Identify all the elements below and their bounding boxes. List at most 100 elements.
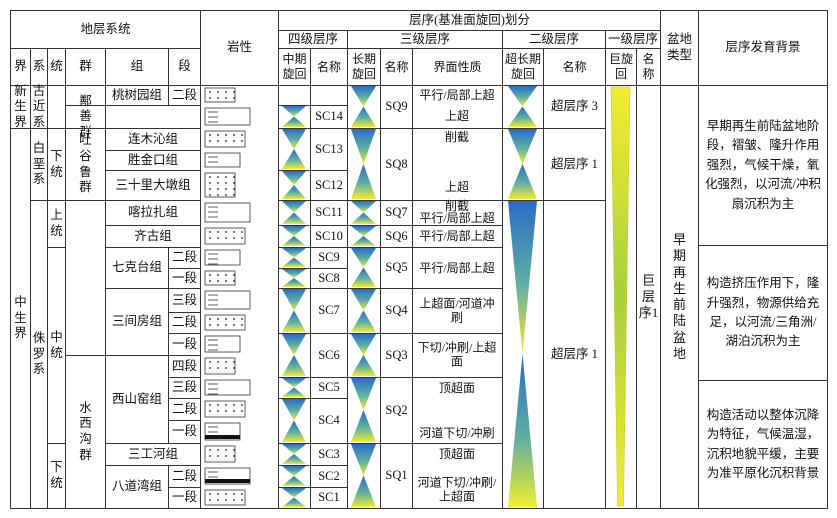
cycle-shape <box>282 488 306 498</box>
lithology-dot <box>233 188 235 190</box>
lithology-bed <box>204 130 246 148</box>
cycle-shape <box>351 212 376 224</box>
lithology-dot <box>241 134 243 136</box>
background-cell: 构造活动以整体沉降为特征，气候温湿，沉积地貌平缓，主要为准平原化沉积背景 <box>698 380 828 509</box>
cycle-shape <box>351 86 376 107</box>
cycle-shape <box>282 378 306 388</box>
cycle-shape <box>282 387 306 397</box>
lithology-bed <box>204 314 246 331</box>
cycle-shape <box>351 106 376 127</box>
cycle-shape <box>282 310 306 332</box>
lithology-dot <box>233 134 235 136</box>
lithology-dot <box>217 194 219 196</box>
lithology-dot <box>241 318 243 320</box>
lithology-dot <box>233 274 235 276</box>
lithology-dot <box>233 280 235 282</box>
cycle-shape <box>282 201 306 213</box>
lithology-dot <box>225 499 227 501</box>
lithology-bed <box>204 227 246 245</box>
lithology-bed <box>204 379 251 396</box>
lithology-dot <box>209 493 211 495</box>
lithology-dot <box>209 404 211 406</box>
lithology-dot <box>209 91 211 93</box>
cycle-shape <box>351 378 376 410</box>
cycle-shape <box>351 129 376 164</box>
lithology-dot <box>209 280 211 282</box>
lithology-dot <box>209 274 211 276</box>
lithology-dot <box>209 97 211 99</box>
lithology-dot <box>217 140 219 142</box>
cycle-shape <box>282 116 306 127</box>
lithology-dot <box>225 361 227 363</box>
lithology-dot <box>241 237 243 239</box>
interface-label: 上超 <box>444 108 469 123</box>
lithology-dot <box>209 324 211 326</box>
cycle-shape <box>282 444 306 454</box>
lithology-dot <box>209 361 211 363</box>
cycle-shape <box>508 201 537 354</box>
cycle-shape <box>282 476 306 486</box>
lithology-dot <box>217 361 219 363</box>
lithology-bed <box>204 357 236 375</box>
lithology-dot <box>233 97 235 99</box>
cycle-shape <box>282 185 306 199</box>
lithology-bed <box>204 202 251 223</box>
lithology-dot <box>233 324 235 326</box>
lithology-dot <box>217 404 219 406</box>
lithology-dot <box>233 499 235 501</box>
cycle-shape <box>351 236 376 246</box>
lithology-dot <box>233 410 235 412</box>
lithology-dot <box>217 237 219 239</box>
lithology-dot <box>225 134 227 136</box>
cycle-shape <box>282 226 306 236</box>
interface-label: 平行/局部上超 <box>419 210 495 225</box>
lithology-dot <box>233 91 235 93</box>
interface-label: 顶超面 <box>438 446 475 461</box>
lithology-dot <box>233 318 235 320</box>
interface-label: 上超面/河道冲刷 <box>419 296 495 325</box>
cycle-shape <box>610 86 631 507</box>
lithology-dot <box>217 176 219 178</box>
cycle-shape <box>351 410 376 442</box>
interface-label: 平行/局部上超 <box>419 260 495 275</box>
lithology-dot <box>217 134 219 136</box>
cycle-shape <box>508 106 537 127</box>
lithology-dot <box>241 231 243 233</box>
lithology-dot <box>225 97 227 99</box>
lithology-dot <box>225 91 227 93</box>
cycle-shape <box>282 149 306 169</box>
lithology-dot <box>209 410 211 412</box>
lithology-dot <box>225 231 227 233</box>
lithology-dot <box>225 280 227 282</box>
header-cell: 长期旋回 <box>347 48 381 86</box>
lithology-dot <box>209 188 211 190</box>
lithology-dot <box>209 318 211 320</box>
lithology-dot <box>225 140 227 142</box>
lithology-dot <box>233 237 235 239</box>
lithology-dot <box>233 493 235 495</box>
lithology-dot <box>225 188 227 190</box>
interface-label: 平行/局部上超 <box>419 87 495 102</box>
lithology-dot <box>233 176 235 178</box>
lithology-dot <box>217 182 219 184</box>
cycle-shape <box>351 267 376 287</box>
cycle-shape <box>282 497 306 507</box>
lithology-bed <box>204 489 246 506</box>
lithology-dot <box>217 318 219 320</box>
lithology-dot <box>209 367 211 369</box>
lithology-dot <box>217 410 219 412</box>
lithology-dot <box>233 182 235 184</box>
interface-label: 下切/冲刷/上超面 <box>417 340 497 369</box>
lithology-dot <box>241 410 243 412</box>
interface-label: 上超 <box>444 179 469 194</box>
lithology-dot <box>209 134 211 136</box>
lithology-dot <box>217 280 219 282</box>
lithology-dot <box>233 367 235 369</box>
lithology-dot <box>217 499 219 501</box>
lithology-dot <box>217 367 219 369</box>
cycle-shape <box>282 454 306 464</box>
lithology-dot <box>241 140 243 142</box>
lithology-dot <box>209 140 211 142</box>
cycle-shape <box>282 289 306 311</box>
